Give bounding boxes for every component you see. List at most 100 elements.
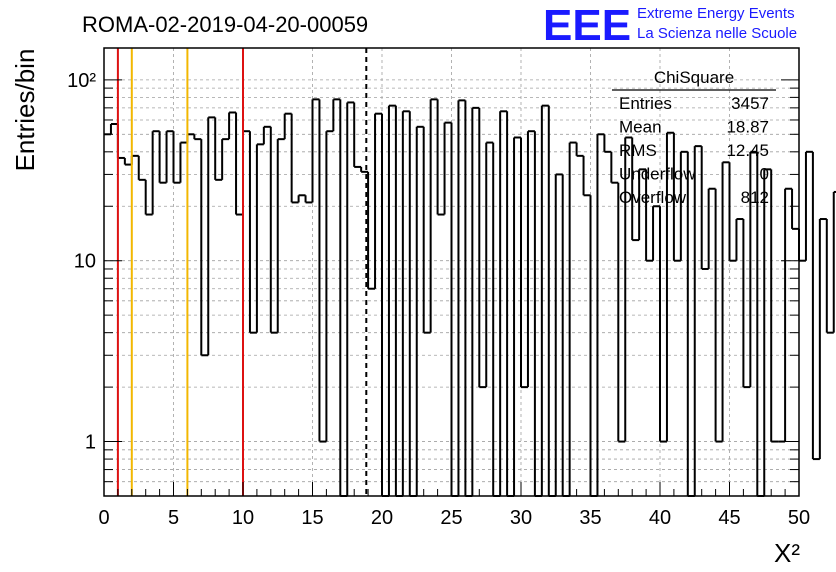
stats-row-value: 3457 [731,94,769,113]
histogram-bin [672,132,681,262]
x-tick-label: 40 [649,507,671,529]
histogram-bin [638,168,647,241]
x-tick-label: 45 [718,507,740,529]
stats-box: ChiSquare Entries 3457 Mean 18.87 RMS 12.45 Un… [612,68,776,207]
stats-row-value: 0 [760,165,769,184]
histogram-bin [832,190,836,333]
histogram-bin [499,110,508,496]
histogram-bin [575,142,584,157]
y-tick-labels: 1 10 10² [67,70,96,454]
histogram-bin [811,151,820,461]
histogram-bin [221,138,230,180]
stats-row-value: 18.87 [726,118,769,137]
histogram-bin [784,187,793,442]
histogram-bin [151,130,160,215]
histogram-bin [297,194,306,203]
histogram-bin [290,113,299,204]
histogram-bin [603,134,612,153]
y-axis-label: Entries/bin [10,49,40,172]
histogram-bin [332,98,341,132]
histogram-bin [346,101,355,496]
histogram-bin [596,133,605,496]
histogram-bin [652,205,660,261]
y-tick-label: 1 [85,432,96,454]
histogram-bin [645,169,654,262]
histogram-bin [276,138,285,333]
histogram-bin [269,126,278,334]
histogram-bin [617,182,626,443]
stats-row-label: Underflow [619,165,696,184]
histogram-bin [791,188,799,230]
histogram-bin [248,131,257,334]
histogram-bin [144,179,153,216]
histogram-bin [158,131,167,184]
x-axis-label: X² [774,538,800,568]
histogram-bin [228,111,237,140]
histogram-bin [123,157,132,166]
histogram-bin [804,150,813,261]
histogram-bin [172,131,181,184]
histogram-bin [679,150,688,261]
histogram-bin [513,136,521,496]
histogram-bin [325,130,334,442]
histogram [104,98,836,497]
histogram-bin [457,99,466,496]
y-tick-label: 10² [67,70,96,92]
histogram-bin [443,121,452,215]
x-tick-label: 0 [98,507,109,529]
eee-logo: EEE Extreme Energy Events La Scienza nel… [543,1,797,50]
reference-lines [116,48,368,496]
histogram-bin [742,219,751,389]
histogram-bin [540,104,549,496]
histogram-bin [255,143,264,333]
chart-title: ROMA-02-2019-04-20-00059 [82,12,368,37]
histogram-bin [374,112,382,289]
x-tick-label: 15 [301,507,323,529]
histogram-bin [311,98,320,203]
stats-row-label: Mean [619,118,662,137]
logo-line-2: La Scienza nelle Scuole [637,25,797,42]
histogram-bin [707,187,716,269]
histogram-bin [728,162,737,262]
histogram-bin [665,131,674,442]
x-tick-label: 10 [232,507,254,529]
histogram-bin [318,99,327,443]
histogram-bin [659,206,667,443]
x-tick-label: 35 [579,507,601,529]
histogram-bin [401,110,410,496]
axis-ticks [103,79,800,496]
stats-row-label: RMS [619,141,657,160]
histogram-bin [235,112,243,216]
histogram-bin [207,116,216,356]
histogram-bin [436,99,445,216]
histogram-bin [193,134,202,141]
histogram-bin [582,155,591,197]
x-tick-label: 50 [788,507,810,529]
histogram-bin [818,218,827,460]
histogram-bin [624,136,633,442]
histogram-bin [429,98,438,333]
histogram-bin [478,107,487,389]
stats-row-value: 812 [741,188,769,207]
x-tick-label: 5 [168,507,179,529]
histogram-bin [770,169,779,443]
histogram-bin [109,122,118,135]
histogram-bin [179,141,188,183]
histogram-bin [360,166,369,173]
histogram-bin [693,145,702,496]
histogram-bin [471,106,480,496]
histogram-bin [353,102,362,168]
logo-line-1: Extreme Energy Events [637,5,795,22]
x-tick-label: 25 [440,507,462,529]
histogram-bin [137,155,146,181]
histogram-bin [714,188,723,443]
histogram-bin [283,112,292,140]
histogram-bin [825,219,834,334]
stats-row-label: Entries [619,94,672,113]
histogram-bin [700,146,709,270]
histogram-bin [735,218,744,261]
histogram-bin [610,151,619,184]
stats-row-label: Overflow [619,188,687,207]
